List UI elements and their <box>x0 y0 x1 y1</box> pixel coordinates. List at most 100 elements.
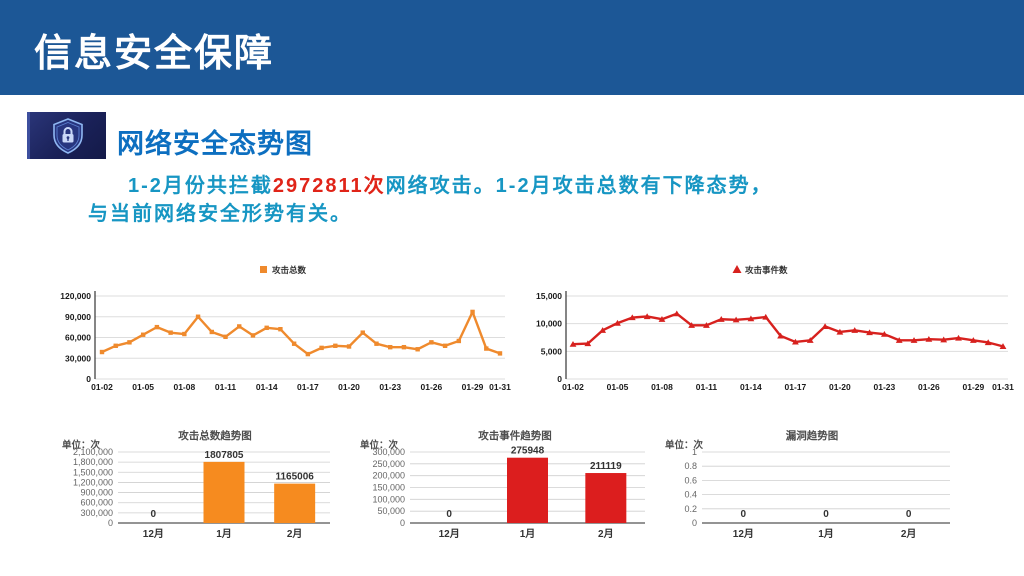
svg-text:15,000: 15,000 <box>536 291 562 301</box>
bars: 0 12月 0 1月 0 2月 <box>733 509 917 540</box>
svg-text:01-31: 01-31 <box>489 382 511 392</box>
unit-label: 单位：次 <box>665 439 704 451</box>
chart-legend: 攻击总数 <box>260 265 307 275</box>
svg-text:30,000: 30,000 <box>65 353 91 363</box>
category-label: 2月 <box>598 528 614 540</box>
svg-text:01-23: 01-23 <box>874 382 896 392</box>
x-axis: 01-02 01-05 01-08 01-11 01-14 01-17 01-20 01-23… <box>91 382 511 392</box>
series-markers <box>99 309 503 357</box>
svg-text:0: 0 <box>557 374 562 384</box>
chart-title: 攻击事件趋势图 <box>478 429 552 442</box>
svg-text:01-29: 01-29 <box>462 382 484 392</box>
category-label: 1月 <box>216 528 232 540</box>
vulnerability-trend-bar-chart: 漏洞趋势图 单位：次 0 0.2 0.4 0.6 0.8 1 0 12月 0 1月 0 2月 <box>660 428 970 573</box>
category-label: 12月 <box>143 528 164 540</box>
svg-text:10,000: 10,000 <box>536 319 562 329</box>
svg-text:0.6: 0.6 <box>684 475 697 485</box>
svg-text:01-08: 01-08 <box>651 382 673 392</box>
x-axis: 01-02 01-05 01-08 01-11 01-14 01-17 01-20 01-23… <box>562 382 1014 392</box>
value-label: 275948 <box>511 446 545 457</box>
svg-text:1,200,000: 1,200,000 <box>73 477 113 487</box>
bars: 0 12月 1807805 1月 1165006 2月 <box>143 450 316 540</box>
attack-event-trend-bar-chart: 攻击事件趋势图 单位：次 0 50,000 100,000 150,000 200,000 2… <box>355 428 665 573</box>
svg-text:01-20: 01-20 <box>338 382 360 392</box>
svg-text:60,000: 60,000 <box>65 333 91 343</box>
svg-text:0.4: 0.4 <box>684 490 697 500</box>
svg-text:0: 0 <box>86 374 91 384</box>
y-axis: 0 30,000 60,000 90,000 120,000 <box>60 291 505 384</box>
svg-text:01-02: 01-02 <box>562 382 584 392</box>
summary-segment-2: 网络攻击。1-2月攻击总数有下降态势， <box>385 175 773 197</box>
category-label: 2月 <box>901 528 917 540</box>
svg-text:250,000: 250,000 <box>372 459 405 469</box>
svg-text:01-05: 01-05 <box>607 382 629 392</box>
svg-text:01-17: 01-17 <box>785 382 807 392</box>
svg-text:01-05: 01-05 <box>132 382 154 392</box>
svg-text:0: 0 <box>692 518 697 528</box>
section-title: 网络安全态势图 <box>117 129 313 159</box>
value-label: 0 <box>446 509 452 520</box>
svg-text:1,800,000: 1,800,000 <box>73 457 113 467</box>
svg-text:01-14: 01-14 <box>256 382 278 392</box>
series-line <box>572 312 1004 348</box>
svg-text:5,000: 5,000 <box>541 346 563 356</box>
value-label: 1807805 <box>205 450 244 461</box>
svg-text:01-29: 01-29 <box>962 382 984 392</box>
bars: 0 12月 275948 1月 211119 2月 <box>439 446 627 540</box>
svg-text:0.8: 0.8 <box>684 461 697 471</box>
svg-text:600,000: 600,000 <box>80 498 113 508</box>
svg-text:2,100,000: 2,100,000 <box>73 447 113 457</box>
svg-text:90,000: 90,000 <box>65 312 91 322</box>
svg-text:01-31: 01-31 <box>992 382 1014 392</box>
svg-text:120,000: 120,000 <box>60 291 91 301</box>
header-bar: 信息安全保障 <box>0 0 1024 95</box>
value-label: 0 <box>906 509 912 520</box>
bar-chart-svg: 攻击总数趋势图单位：次0300,000600,000900,0001,200,0… <box>62 429 330 540</box>
svg-text:01-11: 01-11 <box>215 382 237 392</box>
svg-text:1,500,000: 1,500,000 <box>73 467 113 477</box>
svg-text:50,000: 50,000 <box>377 506 405 516</box>
svg-text:01-08: 01-08 <box>173 382 195 392</box>
svg-text:100,000: 100,000 <box>372 494 405 504</box>
summary-segment-3: 与当前网络安全形势有关。 <box>88 203 352 225</box>
svg-text:攻击总数: 攻击总数 <box>272 265 307 275</box>
svg-text:01-17: 01-17 <box>297 382 319 392</box>
svg-text:01-23: 01-23 <box>379 382 401 392</box>
page-title: 信息安全保障 <box>34 33 275 75</box>
chart-title: 攻击总数趋势图 <box>178 429 252 442</box>
svg-text:200,000: 200,000 <box>372 471 405 481</box>
svg-text:1: 1 <box>692 447 697 457</box>
y-axis: 0 5,000 10,000 15,000 <box>536 291 1008 384</box>
category-label: 12月 <box>439 528 460 540</box>
svg-text:300,000: 300,000 <box>372 447 405 457</box>
value-label: 0 <box>151 509 157 520</box>
value-label: 1165006 <box>275 472 314 483</box>
svg-text:01-26: 01-26 <box>918 382 940 392</box>
svg-text:01-02: 01-02 <box>91 382 113 392</box>
category-label: 12月 <box>733 528 754 540</box>
attack-total-line-chart: 攻击总数 0 30,000 60,000 90,000 120,000 01-02 01-05… <box>30 256 515 396</box>
chart-legend: 攻击事件数 <box>732 265 788 275</box>
line-chart-svg: 攻击事件数 0 5,000 10,000 15,000 01-02 01-05 01-08 01… <box>536 265 1014 392</box>
attack-event-line-chart: 攻击事件数 0 5,000 10,000 15,000 01-02 01-05 01-08 01… <box>533 256 1018 396</box>
summary-text: 1-2月份共拦截2972811次网络攻击。1-2月攻击总数有下降态势， 与当前网络… <box>88 172 968 228</box>
svg-text:01-26: 01-26 <box>421 382 443 392</box>
category-label: 1月 <box>520 528 536 540</box>
svg-text:01-14: 01-14 <box>740 382 762 392</box>
svg-text:01-11: 01-11 <box>696 382 718 392</box>
line-chart-svg: 攻击总数 0 30,000 60,000 90,000 120,000 01-02 01-05… <box>60 265 511 392</box>
svg-text:0.2: 0.2 <box>684 504 697 514</box>
value-label: 211119 <box>590 461 622 472</box>
series-line <box>101 310 501 356</box>
value-label: 0 <box>823 509 829 520</box>
summary-segment-1: 1-2月份共拦截 <box>128 175 273 197</box>
y-axis: 0 0.2 0.4 0.6 0.8 1 <box>684 447 950 528</box>
shield-lock-icon <box>27 112 106 159</box>
svg-text:0: 0 <box>108 518 113 528</box>
svg-text:0: 0 <box>400 518 405 528</box>
category-label: 1月 <box>818 528 834 540</box>
series-markers <box>569 310 1007 349</box>
